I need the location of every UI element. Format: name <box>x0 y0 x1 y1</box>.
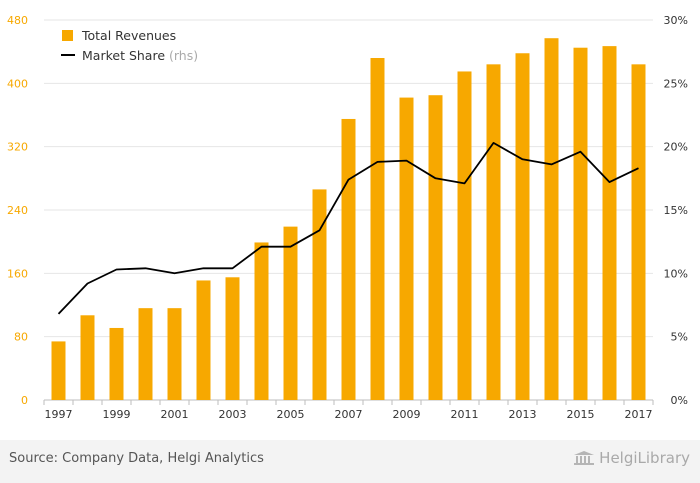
y-left-tick-label: 0 <box>21 394 28 407</box>
legend: Total Revenues Market Share (rhs) <box>61 28 198 63</box>
y-right-tick-label: 15% <box>664 204 688 217</box>
legend-label-market-share-name: Market Share <box>82 48 165 63</box>
chart: 1997 1999 2001 2003 2005 2007 2009 2011 2013 2015… <box>7 14 688 421</box>
x-tick-label: 2009 <box>393 408 421 421</box>
y-left-tick-label: 480 <box>7 14 28 27</box>
y-left-tick-label: 240 <box>7 204 28 217</box>
brand-logo: HelgiLibrary <box>573 449 690 467</box>
brand-name: HelgiLibrary <box>599 449 690 467</box>
bar-1999 <box>109 327 124 400</box>
market-share-line <box>57 141 639 315</box>
y-right-tick-label: 30% <box>664 14 688 27</box>
legend-swatch-total-revenues <box>62 30 73 41</box>
bar-2013 <box>515 53 530 400</box>
revenue-bars <box>51 38 646 400</box>
y-left-tick-label: 400 <box>7 77 28 90</box>
x-tick-label: 2017 <box>625 408 653 421</box>
x-tick-label: 2005 <box>277 408 305 421</box>
bar-2005 <box>283 226 298 400</box>
library-building-icon <box>574 451 595 465</box>
y-axis-right: 0% 5% 10% 15% 20% 25% 30% <box>664 14 688 407</box>
legend-label-total-revenues: Total Revenues <box>81 28 176 43</box>
footer-bar <box>0 440 700 483</box>
x-tick-label: 1997 <box>45 408 73 421</box>
bar-2001 <box>167 308 182 400</box>
x-tick-label: 2013 <box>509 408 537 421</box>
x-tick-label: 2001 <box>161 408 189 421</box>
source-note: Source: Company Data, Helgi Analytics <box>9 451 264 466</box>
y-left-tick-label: 80 <box>14 331 28 344</box>
bar-2017 <box>631 64 646 400</box>
x-axis: 1997 1999 2001 2003 2005 2007 2009 2011 2013 2015… <box>43 400 654 421</box>
bar-2011 <box>457 71 472 400</box>
bar-2016 <box>602 46 617 400</box>
bar-2002 <box>196 280 211 400</box>
x-tick-label: 2011 <box>451 408 479 421</box>
bar-2006 <box>312 189 327 400</box>
bar-2000 <box>138 308 153 400</box>
x-tick-label: 1999 <box>103 408 131 421</box>
bar-1997 <box>51 341 66 400</box>
y-axis-left: 0 80 160 240 320 400 480 <box>7 14 28 407</box>
y-right-tick-label: 10% <box>664 267 688 280</box>
y-right-tick-label: 5% <box>671 331 688 344</box>
bar-2009 <box>399 97 414 400</box>
bar-2007 <box>341 118 356 400</box>
legend-label-market-share-rhs: (rhs) <box>169 48 198 63</box>
bar-2014 <box>544 38 559 400</box>
bar-2010 <box>428 95 443 400</box>
y-left-tick-label: 160 <box>7 267 28 280</box>
legend-label-market-share: Market Share (rhs) <box>82 48 198 63</box>
bar-2015 <box>573 47 588 400</box>
y-right-tick-label: 0% <box>671 394 688 407</box>
bar-2004 <box>254 242 269 400</box>
x-tick-label: 2007 <box>335 408 363 421</box>
bar-2003 <box>225 277 240 400</box>
y-left-tick-label: 320 <box>7 141 28 154</box>
bar-1998 <box>80 315 95 400</box>
x-tick-label: 2003 <box>219 408 247 421</box>
x-tick-label: 2015 <box>567 408 595 421</box>
bar-2008 <box>370 58 385 400</box>
bar-2012 <box>486 64 501 400</box>
y-right-tick-label: 25% <box>664 77 688 90</box>
y-right-tick-label: 20% <box>664 141 688 154</box>
